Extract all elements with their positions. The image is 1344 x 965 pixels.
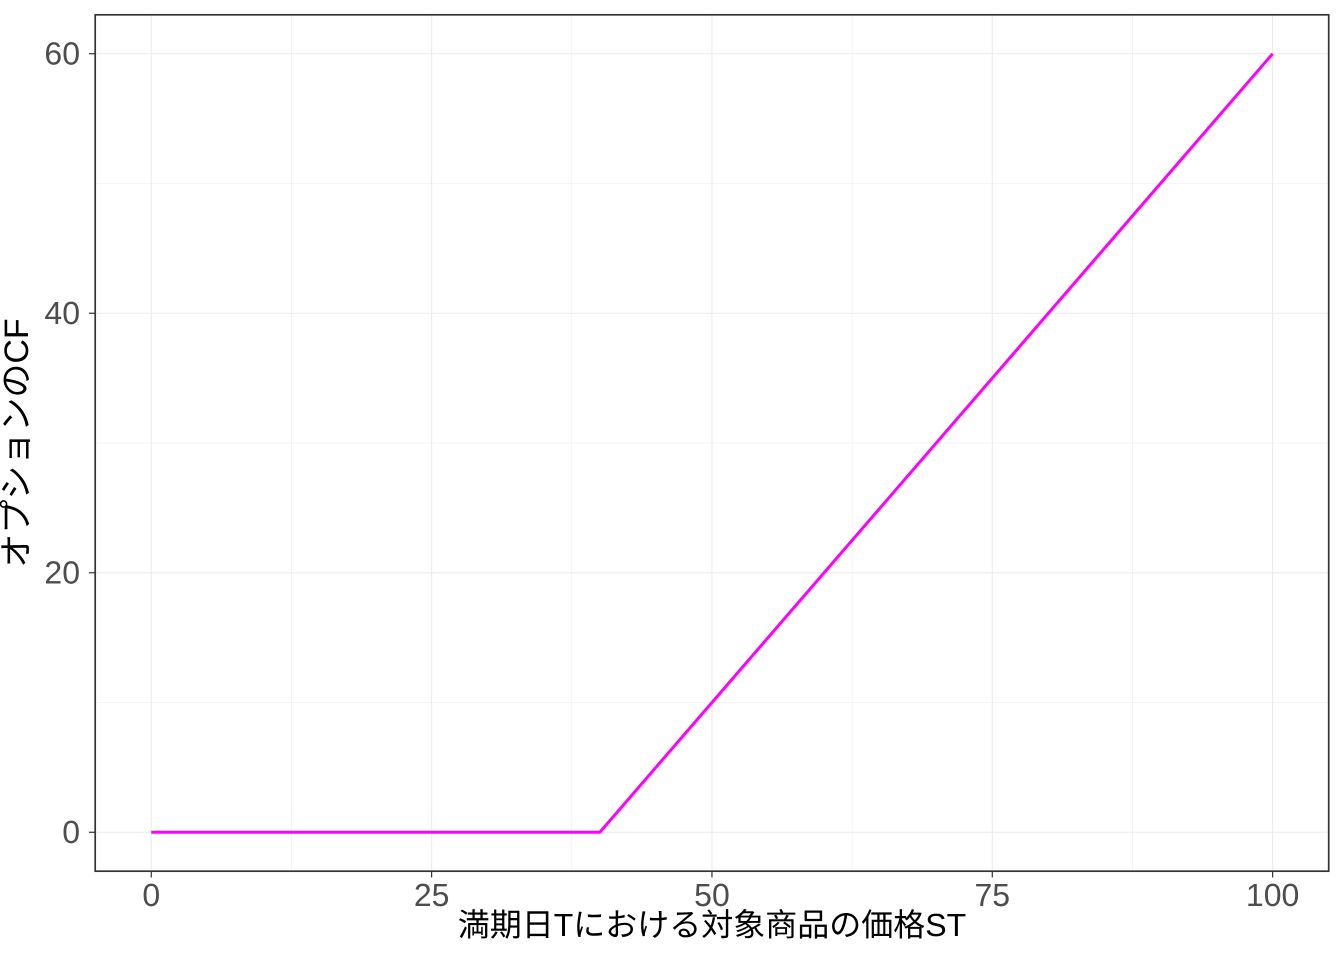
svg-text:20: 20 [44, 555, 80, 591]
svg-text:100: 100 [1246, 877, 1299, 913]
svg-text:40: 40 [44, 295, 80, 331]
svg-text:25: 25 [414, 877, 450, 913]
svg-text:60: 60 [44, 36, 80, 72]
svg-text:満期日Tにおける対象商品の価格ST: 満期日Tにおける対象商品の価格ST [458, 907, 966, 943]
svg-text:0: 0 [142, 877, 160, 913]
svg-text:75: 75 [974, 877, 1010, 913]
svg-text:オプションのCF: オプションのCF [0, 318, 36, 567]
svg-text:0: 0 [62, 814, 80, 850]
